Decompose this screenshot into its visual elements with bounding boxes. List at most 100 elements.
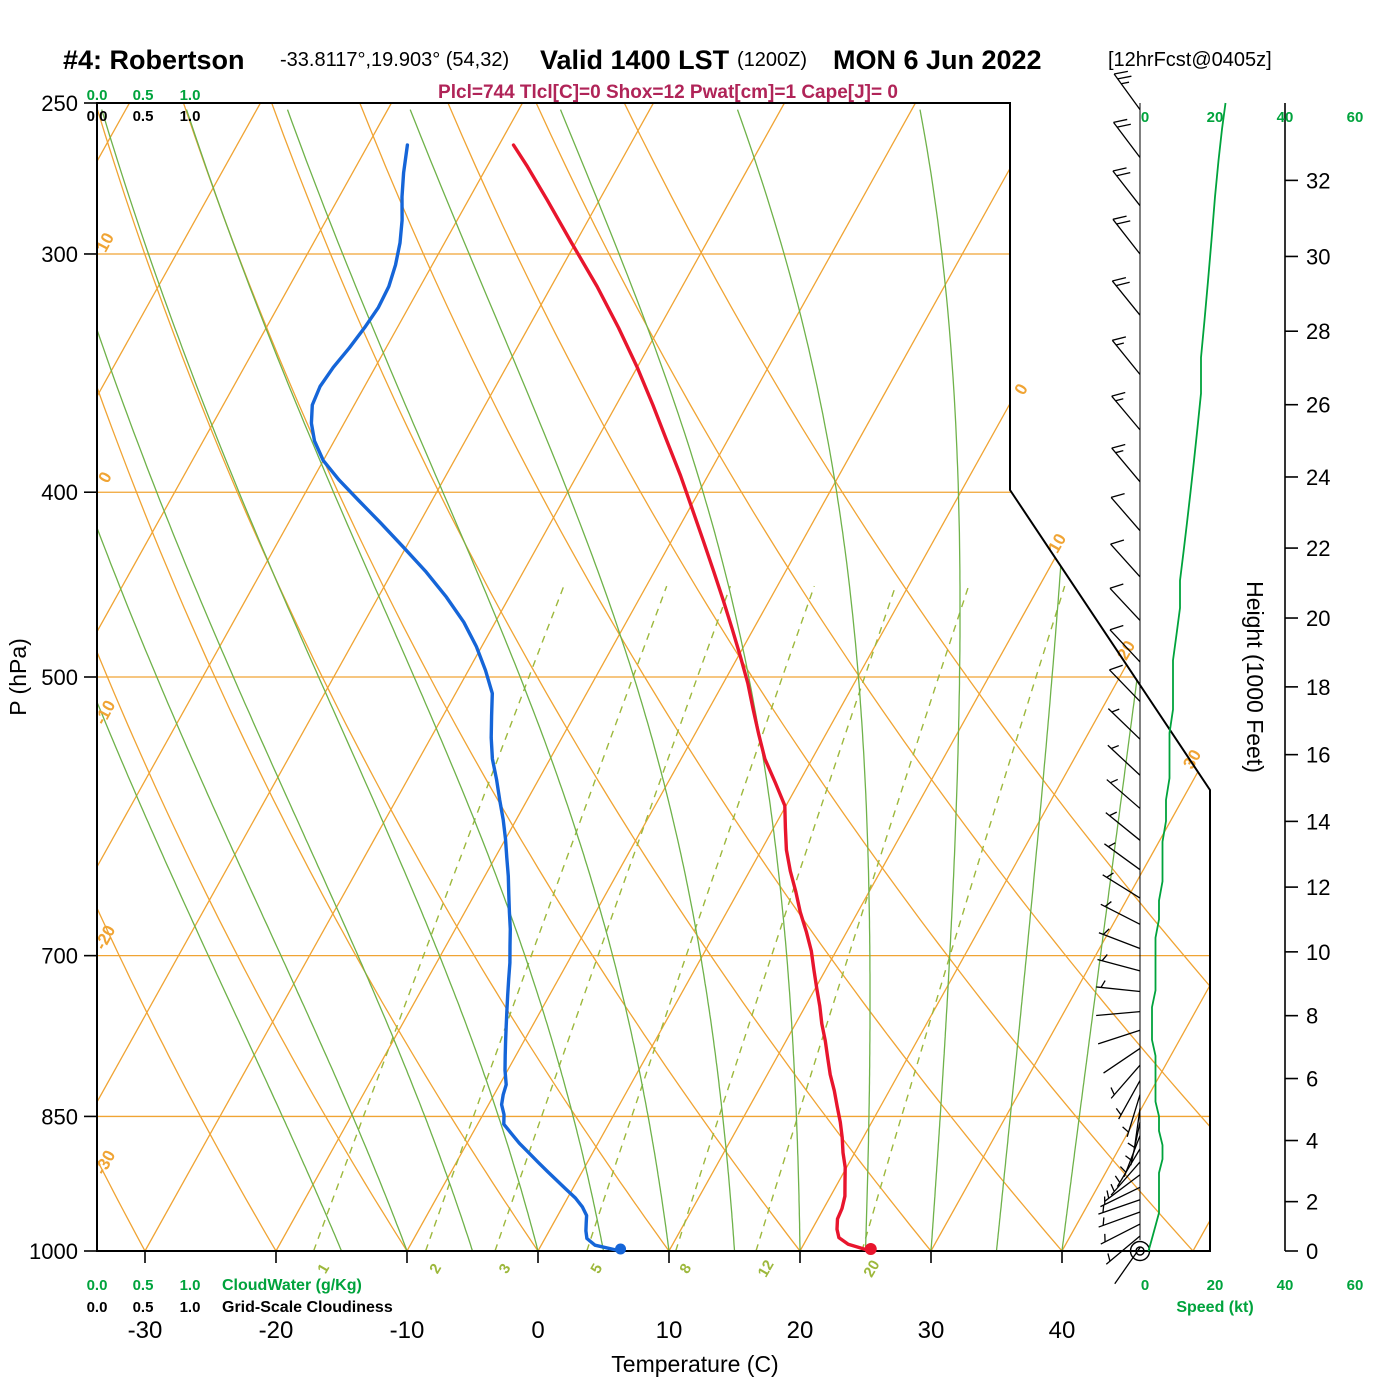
cloudwater-scale-value: 1.0	[180, 1277, 201, 1294]
wind-barb-staff	[1110, 497, 1141, 532]
isotherm-line	[406, 103, 1048, 1251]
wind-barb-staff	[1111, 339, 1141, 375]
cloudiness-scale-value: 0.0	[87, 108, 108, 125]
wind-barb-feather	[1109, 583, 1124, 589]
wind-barb-staff	[1111, 395, 1141, 431]
scales-layer: 0.0 0.5 1.00.0 0.5 1.00.0 0.5 1.00.0 0.5 1.00 20 4…	[87, 87, 1364, 1316]
wind-barb-feather	[1125, 1155, 1133, 1162]
height-tick-label: 0	[1306, 1239, 1318, 1264]
valid-date: MON 6 Jun 2022	[833, 45, 1042, 75]
wind-barb-staff	[1100, 1186, 1141, 1208]
surface-temp-dot	[864, 1243, 877, 1255]
wind-barb-staff	[1111, 280, 1141, 316]
speed-axis-label: Speed (kt)	[1176, 1299, 1253, 1316]
cloudiness-scale-value: 1.0	[180, 108, 201, 125]
wind-barb-feather	[1127, 1142, 1135, 1148]
wind-barb-staff	[1108, 669, 1141, 702]
wind-barb-staff	[1106, 779, 1141, 809]
moist-adiabat-line	[409, 109, 736, 1251]
pressure-tick-label: 850	[41, 1104, 78, 1129]
wind-barb-feather	[1115, 449, 1124, 454]
mixing-ratio-line	[861, 585, 1066, 1251]
mixing-ratio-label: 12	[755, 1257, 778, 1280]
height-tick-label: 8	[1306, 1004, 1318, 1029]
pressure-tick-label: 1000	[29, 1239, 78, 1264]
height-axis-title: Height (1000 Feet)	[1242, 581, 1268, 773]
height-tick-label: 30	[1306, 244, 1330, 269]
wind-barb-feather	[1116, 171, 1131, 177]
temp-tick-label: 20	[787, 1317, 814, 1344]
pressure-axis-title: P (hPa)	[5, 638, 31, 716]
wind-barb-feather	[1111, 708, 1120, 713]
mixing-ratio-line	[755, 585, 970, 1251]
wind-barb-feather	[1110, 539, 1125, 545]
cloudiness-scale-value: 0.5	[133, 1299, 154, 1316]
dry-adiabat-line	[359, 103, 1063, 1251]
wind-barb-staff	[1109, 587, 1141, 621]
pressure-tick-label: 250	[41, 91, 78, 116]
temp-tick-label: 30	[918, 1317, 945, 1344]
height-tick-label: 14	[1306, 809, 1330, 834]
surface-calm-circle	[1129, 1240, 1151, 1262]
temp-tick-label: 10	[656, 1317, 683, 1344]
temperature-axis-title: Temperature (C)	[611, 1351, 778, 1377]
isotherm-line	[144, 103, 786, 1251]
cloudwater-scale-value: 0.5	[133, 87, 154, 104]
wind-barb-feather	[1122, 1126, 1129, 1133]
wind-barb-staff	[1100, 1223, 1141, 1245]
isotherm-line	[275, 103, 917, 1251]
height-tick-label: 16	[1306, 743, 1330, 768]
wind-barb-feather	[1112, 167, 1127, 172]
wind-barb-feather	[1115, 342, 1125, 346]
isotherm-line	[930, 103, 1210, 1251]
station-coords: -33.8117°,19.903° (54,32)	[280, 49, 509, 71]
wind-barb-staff	[1104, 1174, 1141, 1202]
height-tick-label: 6	[1306, 1067, 1318, 1092]
wind-barb-staff	[1110, 1161, 1141, 1196]
forecast-tag: [12hrFcst@0405z]	[1108, 49, 1272, 71]
wind-barb-feather	[1111, 744, 1119, 750]
moist-adiabat-line	[286, 109, 670, 1251]
valid-zulu-time: (1200Z)	[737, 49, 807, 71]
temp-tick-label: -10	[390, 1317, 425, 1344]
wind-barb-feather	[1116, 123, 1131, 128]
wind-barb-feather	[1109, 624, 1124, 631]
cloudwater-scale-value: 0.5	[133, 1277, 154, 1294]
temp-tick-label: -30	[128, 1317, 163, 1344]
height-tick-label: 24	[1306, 465, 1330, 490]
mixing-ratio-line	[494, 585, 731, 1251]
wind-barb-staff	[1096, 986, 1141, 993]
mixing-ratio-label: 20	[860, 1257, 883, 1280]
wind-barb-staff	[1126, 1094, 1141, 1137]
cloudiness-scale-value: 0.0	[87, 1299, 108, 1316]
wind-barb-feather	[1114, 1175, 1121, 1183]
isotherm-line	[97, 103, 393, 1251]
cloudiness-scale-value: 1.0	[180, 1299, 201, 1316]
wind-barb-feather	[1114, 70, 1129, 75]
wind-barb-staff	[1097, 958, 1141, 972]
wind-barb-feather	[1109, 811, 1118, 817]
cloudiness-label: Grid-Scale Cloudiness	[222, 1299, 393, 1316]
moist-adiabat-line	[559, 109, 801, 1251]
wind-barb-feather	[1102, 1217, 1105, 1226]
wind-barb-feather	[1111, 443, 1126, 449]
wind-barb-feather	[1115, 398, 1124, 402]
height-tick-label: 28	[1306, 319, 1330, 344]
cloudwater-scale-value: 0.0	[87, 1277, 108, 1294]
wind-barb-staff	[1114, 1247, 1141, 1285]
profiles-layer	[309, 143, 877, 1255]
wind-barb-staff	[1105, 1235, 1141, 1265]
wind-barb-feather	[1112, 276, 1127, 282]
wind-barb-staff	[1107, 744, 1141, 776]
wind-barb-feather	[1110, 492, 1125, 499]
height-tick-label: 32	[1306, 168, 1330, 193]
wind-barb-staff	[1098, 1199, 1141, 1215]
wind-barb-feather	[1117, 75, 1132, 80]
wind-barb-staff	[1102, 874, 1141, 899]
wind-barb-staff	[1110, 543, 1141, 578]
speed-scale-value: 60	[1347, 1277, 1364, 1294]
moist-adiabat-line	[97, 109, 474, 1251]
wind-barb-staff	[1113, 73, 1141, 110]
